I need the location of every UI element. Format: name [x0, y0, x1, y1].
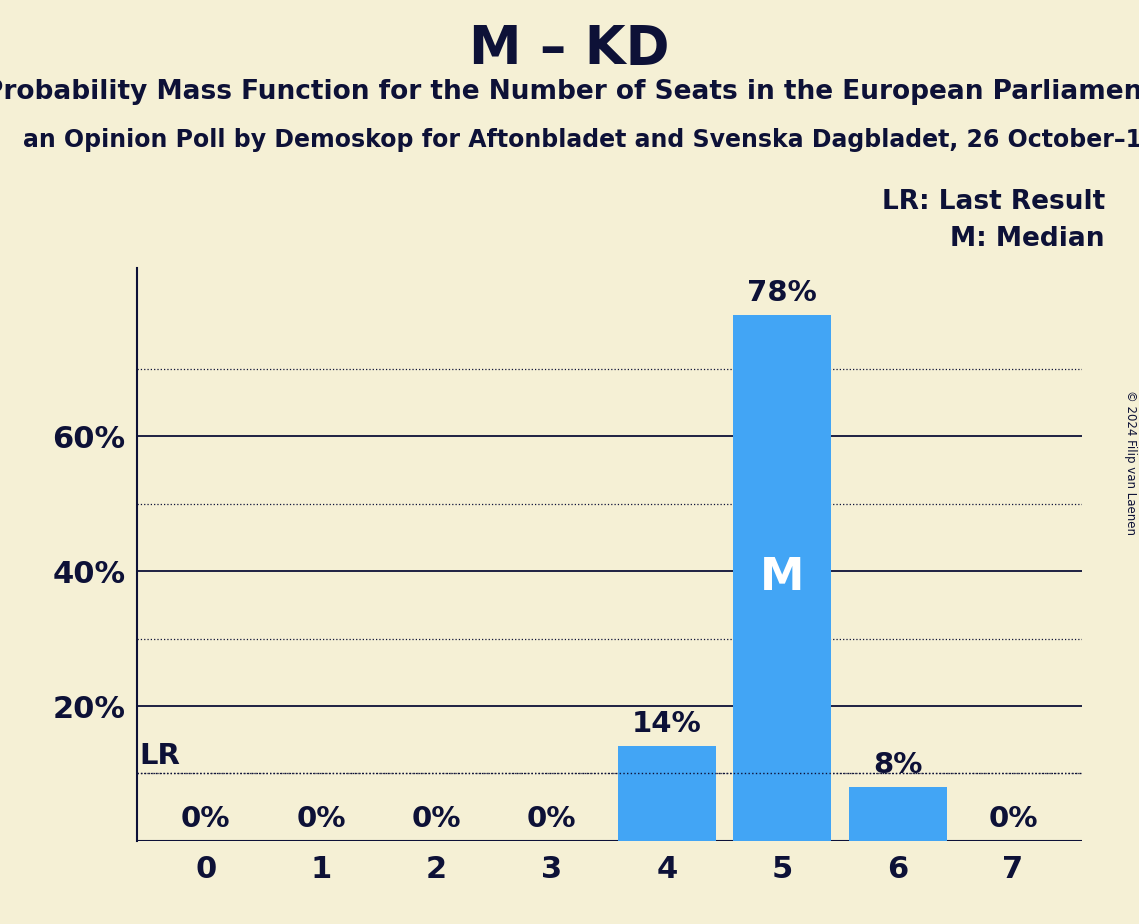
Text: 78%: 78%: [747, 279, 817, 307]
Text: M – KD: M – KD: [469, 23, 670, 75]
Text: 0%: 0%: [411, 805, 461, 833]
Text: Probability Mass Function for the Number of Seats in the European Parliament: Probability Mass Function for the Number…: [0, 79, 1139, 104]
Text: 0%: 0%: [181, 805, 230, 833]
Bar: [849, 787, 947, 841]
Text: 0%: 0%: [296, 805, 346, 833]
Text: © 2024 Filip van Laenen: © 2024 Filip van Laenen: [1124, 390, 1137, 534]
Text: LR: LR: [139, 742, 180, 770]
Text: LR: Last Result: LR: Last Result: [882, 189, 1105, 215]
Text: 14%: 14%: [632, 711, 702, 738]
Text: 0%: 0%: [989, 805, 1038, 833]
Text: M: M: [760, 556, 804, 600]
Bar: [734, 315, 831, 841]
Text: M: Median: M: Median: [950, 226, 1105, 252]
Bar: [618, 747, 716, 841]
Text: an Opinion Poll by Demoskop for Aftonbladet and Svenska Dagbladet, 26 October–11: an Opinion Poll by Demoskop for Aftonbla…: [23, 128, 1139, 152]
Text: 8%: 8%: [872, 751, 923, 779]
Text: 0%: 0%: [527, 805, 576, 833]
